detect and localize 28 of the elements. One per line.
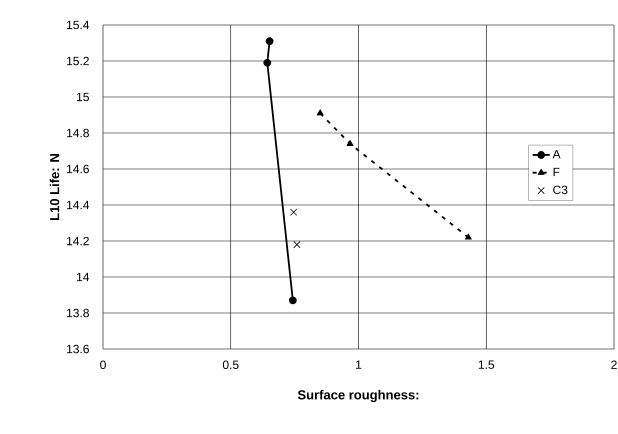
y-tick-label: 14.2 [67,236,89,246]
x-tick-label: 2 [611,360,617,369]
legend-label: F [554,168,560,176]
y-tick-label: 13.6 [67,344,89,354]
point [464,234,472,240]
legend-label: A [552,150,561,158]
y-tick-label: 15.4 [67,20,90,30]
x-tick-label: 1 [356,360,362,369]
x-axis-title: Surface roughness: [298,390,418,402]
point [288,296,297,304]
point [293,241,301,248]
legend-label: C3 [553,186,568,194]
point [290,208,298,216]
x-tick-label: 0 [100,360,106,370]
y-tick-label: 14 [77,272,90,282]
x-tick-label: 1.5 [478,360,494,369]
y-tick-label: 15.2 [67,56,89,66]
point [316,109,324,116]
y-tick-label: 13.8 [67,308,89,318]
x-tick-label: 0.5 [222,360,239,370]
point [346,140,354,146]
y-tick-label: 14.8 [67,128,89,138]
y-tick-label: 14.4 [67,200,90,210]
y-tick-label: 14.6 [67,164,89,174]
point [263,58,272,67]
y-axis-title: L10 Life: N [50,154,60,220]
point [266,37,274,46]
y-tick-label: 15 [77,92,89,102]
